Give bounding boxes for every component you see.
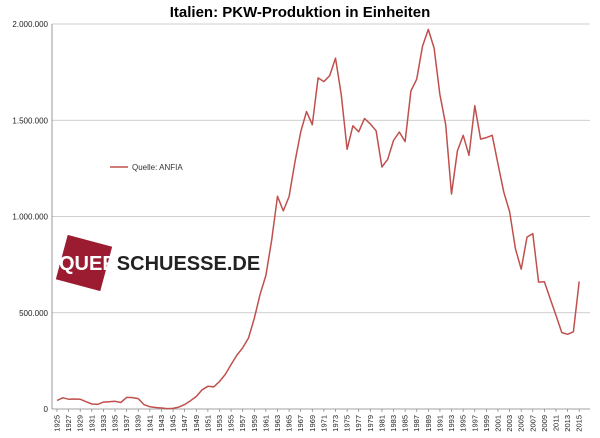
legend: Quelle: ANFIA: [110, 163, 183, 172]
x-tick-label: 1929: [76, 415, 85, 432]
x-tick-label: 1961: [261, 415, 270, 432]
series-layer: [56, 28, 580, 410]
x-tick-label: 2013: [563, 415, 572, 432]
svg-text:QUERSCHUESSE.DE: QUERSCHUESSE.DE: [59, 253, 260, 275]
x-tick-label: 1995: [459, 415, 468, 432]
watermark-text-pre: QUER: [59, 253, 117, 275]
x-tick-label: 1991: [435, 415, 444, 432]
x-tick-label: 1981: [377, 415, 386, 432]
x-tick-label: 2015: [575, 415, 584, 432]
axes: [51, 24, 590, 410]
x-tick-label: 1933: [99, 415, 108, 432]
x-tick-label: 2005: [517, 415, 526, 432]
x-tick-label: 1969: [308, 415, 317, 432]
x-tick-label: 1987: [412, 415, 421, 432]
x-tick-label: 1937: [122, 415, 131, 432]
x-tick-label: 1927: [64, 415, 73, 432]
legend-label: Quelle: ANFIA: [132, 163, 183, 172]
x-tick-label: 2011: [551, 415, 560, 431]
x-tick-label: 1949: [192, 415, 201, 432]
y-tick-label: 0: [44, 405, 49, 414]
x-tick-label: 1989: [424, 415, 433, 432]
x-tick-label: 1967: [296, 415, 305, 432]
x-tick-label: 1945: [169, 415, 178, 432]
x-tick-label: 1975: [343, 415, 352, 432]
x-tick-label: 1957: [238, 415, 247, 432]
x-tick-label: 1997: [470, 415, 479, 432]
x-tick-label: 1983: [389, 415, 398, 432]
y-axis-ticks: 0 500.000 1.000.000 1.500.000 2.000.000: [12, 20, 48, 414]
x-tick-label: 1971: [319, 415, 328, 432]
x-tick-label: 1941: [145, 415, 154, 432]
x-tick-label: 1993: [447, 415, 456, 432]
x-tick-label: 1939: [134, 415, 143, 432]
x-tick-label: 1977: [354, 415, 363, 432]
y-tick-label: 1.500.000: [12, 116, 48, 125]
grid: [52, 23, 590, 314]
x-tick-label: 1935: [111, 415, 120, 432]
y-tick-label: 2.000.000: [12, 20, 48, 29]
x-tick-label: 1959: [250, 415, 259, 432]
watermark-logo: QUERSCHUESSE.DE: [55, 234, 260, 292]
x-tick-label: 1931: [87, 415, 96, 432]
x-tick-label: 2007: [528, 415, 537, 432]
x-tick-label: 2009: [540, 415, 549, 432]
x-tick-label: 1973: [331, 415, 340, 432]
x-tick-label: 1953: [215, 415, 224, 432]
y-tick-label: 500.000: [19, 309, 48, 318]
x-tick-label: 1943: [157, 415, 166, 432]
series-line: [56, 28, 580, 410]
x-tick-label: 1925: [53, 415, 62, 432]
x-tick-label: 1999: [482, 415, 491, 432]
x-tick-label: 1955: [227, 415, 236, 432]
x-tick-label: 1963: [273, 415, 282, 432]
x-axis-ticks: 1925 1927 1929 1931 1933 1935 1937 1939 1941 1943…: [53, 409, 584, 432]
x-tick-label: 2003: [505, 415, 514, 432]
x-tick-label: 1965: [285, 415, 294, 432]
watermark-text-post: SCHUESSE.DE: [117, 253, 260, 275]
y-tick-label: 1.000.000: [12, 213, 48, 222]
watermark-square: [55, 234, 113, 292]
x-tick-label: 1985: [401, 415, 410, 432]
x-tick-label: 1979: [366, 415, 375, 432]
x-tick-label: 2001: [493, 415, 502, 432]
x-tick-label: 1951: [203, 415, 212, 432]
x-tick-label: 1947: [180, 415, 189, 432]
chart-title: Italien: PKW-Produktion in Einheiten: [170, 4, 431, 21]
